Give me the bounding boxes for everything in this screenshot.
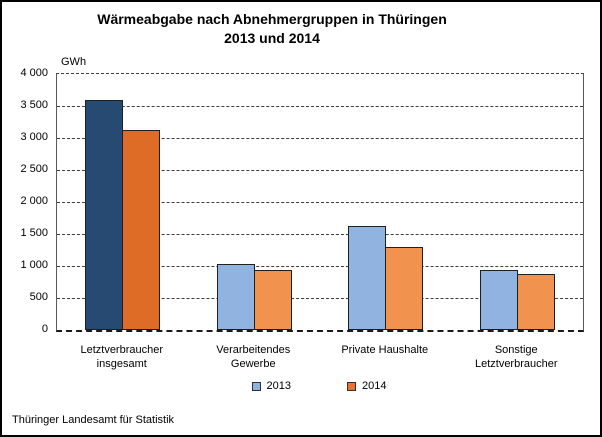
gridline: [57, 298, 583, 299]
gridline: [57, 266, 583, 267]
y-axis-tick-label: 500: [29, 291, 48, 303]
legend-swatch-icon: [347, 381, 356, 391]
chart-title: Wärmeabgabe nach Abnehmergruppen in Thür…: [2, 10, 542, 48]
bar-group-1: [57, 74, 189, 330]
bar-group-4: [452, 74, 584, 330]
legend-item-2014: 2014: [347, 380, 386, 392]
legend-label: 2014: [362, 380, 387, 392]
y-axis-tick-label: 3 500: [20, 99, 48, 111]
x-axis-category-label-line: insgesamt: [96, 358, 147, 370]
y-axis-tick-labels: 4 000 3 500 3 000 2 500 2 000 1 500 1 000 500 0: [2, 2, 48, 435]
x-axis-category-labels: Letztverbraucher insgesamt Verarbeitendes G…: [56, 343, 582, 371]
y-axis-tick-label: 2 500: [20, 163, 48, 175]
y-axis-tick-label: 4 000: [20, 67, 48, 79]
x-axis-category-label-line: Letztverbraucher: [474, 358, 558, 370]
y-axis-tick-label: 0: [41, 323, 48, 335]
y-axis-unit-label: GWh: [61, 56, 87, 68]
x-axis-category-label-line: Verarbeitendes: [216, 344, 291, 356]
source-note: Thüringer Landesamt für Statistik: [12, 414, 175, 426]
bar-group-3: [320, 74, 452, 330]
bar-2014-group1: [122, 129, 161, 330]
bar-2013-group3: [348, 226, 387, 330]
y-axis-tick-label: 1 000: [20, 259, 48, 271]
gridline: [57, 106, 583, 107]
x-axis-category-label-2: Verarbeitendes Gewerbe: [188, 343, 320, 371]
legend-item-2013: 2013: [251, 380, 291, 392]
chart-title-line2: 2013 und 2014: [224, 30, 320, 46]
bar-groups: [57, 74, 583, 330]
x-axis-category-label-3: Private Haushalte: [319, 343, 451, 371]
legend: 2013 2014: [56, 380, 582, 392]
x-axis-category-label-line: Letztverbraucher: [80, 344, 164, 356]
bar-2014-group3: [385, 247, 424, 330]
bar-2013-group1: [85, 100, 124, 330]
legend-swatch-icon: [251, 381, 261, 391]
x-axis-category-label-line: Gewerbe: [230, 358, 276, 370]
gridline: [57, 170, 583, 171]
gridline: [57, 202, 583, 203]
x-axis-category-label-line: Private Haushalte: [341, 344, 429, 356]
plot-area: [56, 73, 584, 332]
bar-group-2: [189, 74, 321, 330]
chart-title-line1: Wärmeabgabe nach Abnehmergruppen in Thür…: [97, 11, 447, 27]
y-axis-tick-label: 1 500: [20, 227, 48, 239]
legend-label: 2013: [266, 380, 291, 392]
y-axis-tick-label: 2 000: [20, 195, 48, 207]
x-axis-category-label-line: Sonstige: [494, 344, 538, 356]
bar-2014-group2: [253, 269, 292, 330]
gridline: [57, 234, 583, 235]
x-axis-category-label-1: Letztverbraucher insgesamt: [56, 343, 188, 371]
x-axis-category-label-4: Sonstige Letztverbraucher: [451, 343, 583, 371]
bar-2014-group4: [516, 274, 555, 330]
gridline: [57, 138, 583, 139]
bar-2013-group4: [479, 269, 518, 330]
y-axis-tick-label: 3 000: [20, 131, 48, 143]
bar-2013-group2: [216, 263, 255, 330]
